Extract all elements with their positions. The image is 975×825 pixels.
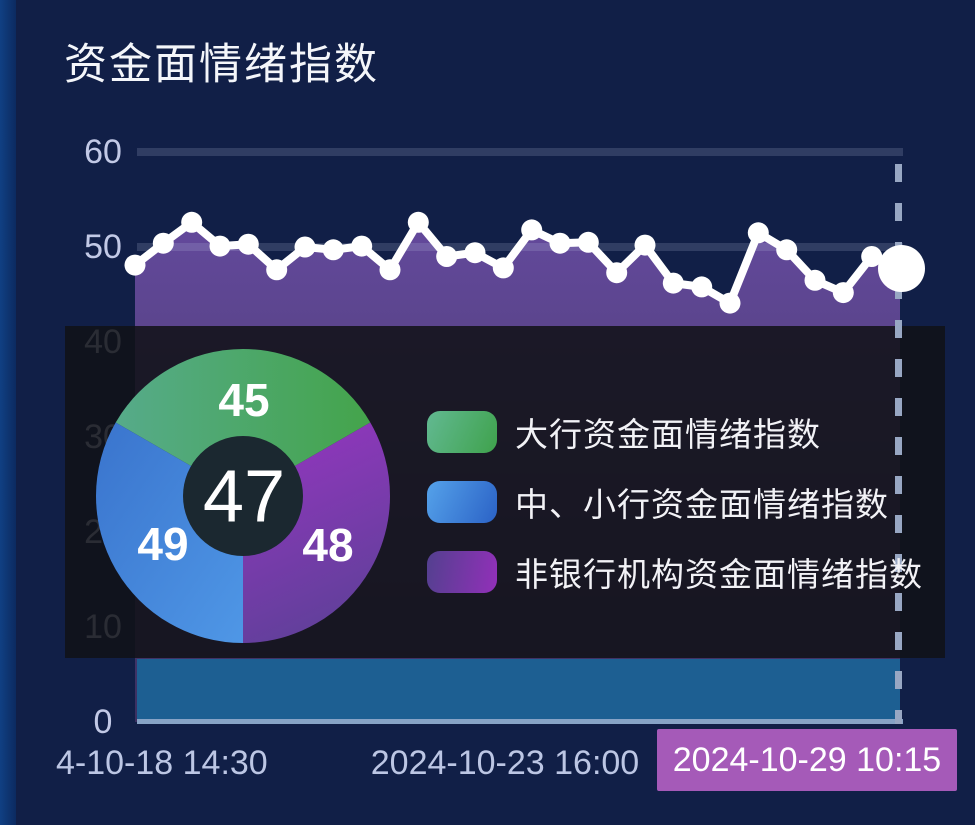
current-point-marker — [878, 245, 925, 292]
donut-chart: 45 49 48 47 — [93, 346, 393, 646]
left-edge-strip — [0, 0, 16, 825]
legend-label-nonbank: 非银行机构资金面情绪指数 — [515, 556, 923, 593]
current-date-badge: 2024-10-29 10:15 — [657, 729, 957, 791]
donut-segment-value-nonbank: 48 — [302, 519, 354, 571]
donut-segment-value-small-banks: 49 — [137, 518, 189, 570]
y-axis-tick-0: 0 — [93, 703, 113, 741]
x-axis-tick-start: 4-10-18 14:30 — [56, 744, 268, 782]
legend-item-nonbank[interactable]: 非银行机构资金面情绪指数 — [427, 548, 923, 596]
legend-item-large-banks[interactable]: 大行资金面情绪指数 — [427, 408, 923, 456]
legend-label-large-banks: 大行资金面情绪指数 — [515, 416, 821, 453]
x-axis-tick-mid: 2024-10-23 16:00 — [370, 744, 640, 782]
legend-swatch-green — [427, 411, 497, 453]
donut-center-value: 47 — [202, 454, 286, 538]
donut-segment-value-large-banks: 45 — [218, 374, 270, 426]
chart-legend: 大行资金面情绪指数 中、小行资金面情绪指数 非银行机构资金面情绪指数 — [427, 408, 923, 596]
x-axis-line — [137, 719, 903, 724]
legend-swatch-purple — [427, 551, 497, 593]
panel-title: 资金面情绪指数 — [64, 41, 379, 89]
donut-svg — [95, 348, 391, 643]
legend-swatch-blue — [427, 481, 497, 523]
legend-item-small-banks[interactable]: 中、小行资金面情绪指数 — [427, 478, 923, 526]
legend-label-small-banks: 中、小行资金面情绪指数 — [515, 486, 889, 523]
axis-pointer-line — [895, 164, 902, 724]
y-axis-tick-60: 60 — [84, 133, 122, 171]
y-axis-tick-50: 50 — [84, 228, 122, 266]
blue-series-band — [137, 659, 900, 720]
